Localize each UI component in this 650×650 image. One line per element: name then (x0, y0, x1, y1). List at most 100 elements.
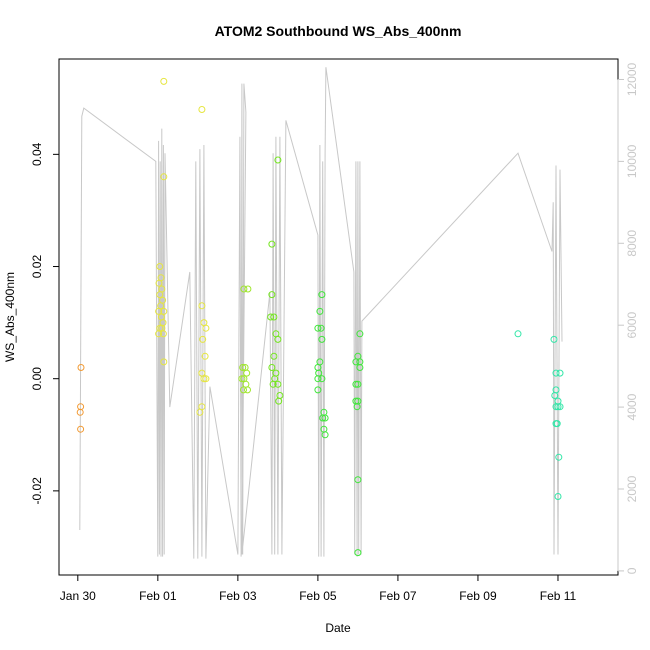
data-point (155, 330, 163, 338)
data-point (352, 380, 360, 388)
chart-title: ATOM2 Southbound WS_Abs_400nm (215, 23, 462, 39)
data-point (555, 453, 563, 461)
data-point (196, 408, 204, 416)
data-point (274, 335, 282, 343)
x-tick-label: Feb 05 (299, 589, 337, 603)
data-point (556, 369, 564, 377)
secondary-line-series (79, 67, 563, 559)
data-point (77, 425, 85, 433)
data-point (270, 313, 278, 321)
data-point (160, 77, 168, 85)
plot-frame (58, 58, 619, 576)
x-tick-label: Feb 11 (540, 589, 577, 603)
data-point (318, 291, 326, 299)
data-point (268, 291, 276, 299)
data-point (156, 291, 164, 299)
y2-axis: 0 2000 4000 6000 8000 10000 12000 (617, 62, 639, 574)
data-point (321, 431, 329, 439)
data-point (356, 364, 364, 371)
data-point (554, 493, 562, 500)
x-axis-label: Date (325, 621, 351, 635)
data-point (319, 414, 327, 422)
data-point (514, 330, 522, 338)
data-point (240, 285, 248, 293)
data-point (276, 392, 284, 399)
y-axis-label: WS_Abs_400nm (3, 272, 17, 362)
data-point (202, 375, 210, 383)
data-point (314, 375, 322, 383)
data-point (321, 414, 329, 422)
data-point (269, 380, 277, 388)
data-point (267, 313, 275, 321)
data-point (198, 403, 206, 411)
data-point (155, 307, 163, 315)
data-point (77, 364, 85, 371)
data-point (556, 403, 564, 411)
data-point (238, 375, 246, 383)
x-tick-label: Feb 07 (379, 589, 417, 603)
data-point (314, 386, 322, 394)
data-point (550, 335, 558, 343)
y2-tick-label: 2000 (625, 475, 639, 502)
data-point (200, 375, 208, 383)
data-point (552, 369, 560, 377)
y2-tick-label: 8000 (625, 230, 639, 257)
data-point (268, 240, 276, 248)
data-point (274, 156, 282, 164)
data-point (240, 386, 247, 394)
data-point (244, 285, 252, 293)
data-point (268, 364, 276, 371)
data-point (316, 307, 324, 315)
data-point (198, 369, 206, 377)
y-tick-label: -0.02 (30, 477, 44, 505)
x-tick-label: Feb 09 (459, 589, 497, 603)
data-point (354, 549, 362, 557)
data-point (314, 324, 322, 332)
y-axis: -0.02 0.00 0.02 0.04 (30, 142, 59, 505)
data-point (155, 279, 163, 287)
data-point (239, 364, 247, 371)
data-point (198, 106, 206, 113)
y2-tick-label: 4000 (625, 393, 639, 420)
data-point (160, 173, 168, 181)
data-point (200, 319, 208, 327)
data-point (201, 352, 209, 360)
data-point (318, 375, 326, 383)
data-point (318, 335, 326, 343)
data-point (202, 324, 210, 332)
y-tick-label: 0.02 (30, 255, 44, 279)
data-point (199, 335, 207, 343)
x-axis: Jan 30 Feb 01 Feb 03 Feb 05 Feb 07 Feb 09 Feb … (60, 575, 577, 603)
x-tick-label: Jan 30 (60, 589, 96, 603)
data-point (552, 403, 560, 411)
data-point (243, 369, 251, 377)
data-point (160, 307, 168, 315)
data-point (244, 386, 251, 394)
data-point (353, 403, 361, 411)
data-point (76, 408, 84, 416)
y-tick-label: 0.04 (30, 142, 44, 166)
scatter-points (76, 77, 564, 557)
x-tick-label: Feb 03 (219, 589, 257, 603)
data-point (352, 358, 360, 366)
data-point (198, 302, 206, 310)
data-point (274, 380, 282, 388)
y-tick-label: 0.00 (30, 367, 44, 391)
y2-tick-label: 0 (625, 567, 639, 574)
x-tick-label: Feb 01 (139, 589, 177, 603)
data-point (160, 358, 168, 366)
data-point (354, 380, 362, 388)
data-point (156, 263, 164, 270)
data-point (317, 324, 325, 332)
data-point (356, 330, 364, 338)
data-point (554, 403, 562, 411)
data-point (552, 420, 560, 428)
series-line (79, 67, 563, 559)
y2-tick-label: 10000 (625, 144, 639, 178)
data-point (354, 476, 362, 484)
y2-tick-label: 12000 (625, 62, 639, 96)
data-point (159, 330, 167, 338)
data-point (551, 392, 559, 399)
data-point (275, 397, 283, 405)
